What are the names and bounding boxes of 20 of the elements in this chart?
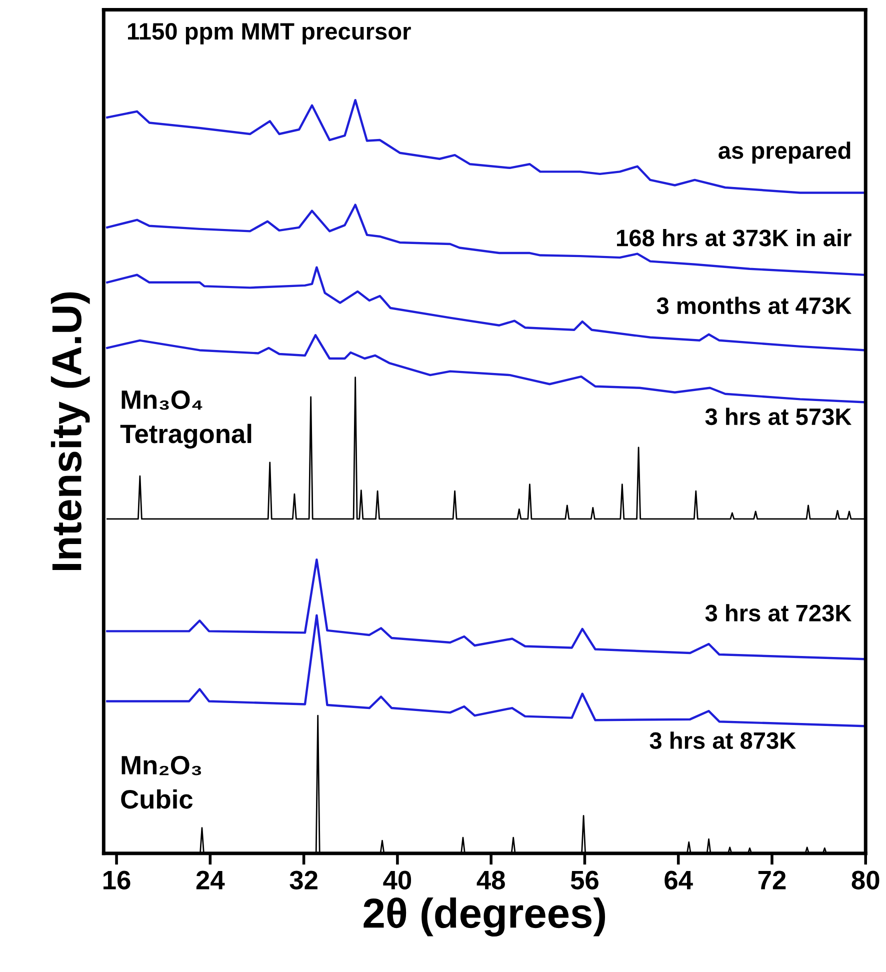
series-label: Mn₂O₃ Cubic [121, 756, 202, 809]
series-label: 3 months at 473K [656, 296, 852, 314]
series-label: 168 hrs at 373K in air [617, 229, 852, 246]
x-axis-title: 2θ (degrees) [364, 897, 605, 936]
series-label: 3 hrs at 723K [705, 604, 852, 622]
chart-title: 1150 ppm MMT precursor [128, 23, 411, 44]
series-label: Mn₃O₄ Tetragonal [120, 390, 252, 449]
x-tick-label: 48 [476, 870, 505, 890]
x-tick-label: 16 [104, 870, 130, 890]
x-tick-label: 72 [758, 870, 786, 890]
x-tick-label: 24 [196, 870, 225, 890]
series-label: 3 hrs at 573K [705, 408, 852, 426]
y-axis-title: Intensity (A.U) [50, 292, 90, 570]
x-tick-label: 56 [570, 870, 598, 890]
x-tick-label: 32 [290, 870, 318, 890]
x-tick-label: 80 [852, 870, 880, 890]
series-label: 3 hrs at 873K [650, 732, 796, 750]
x-tick-label: 64 [664, 870, 693, 890]
x-tick-label: 40 [383, 870, 412, 890]
series-label: as prepared [718, 142, 850, 164]
